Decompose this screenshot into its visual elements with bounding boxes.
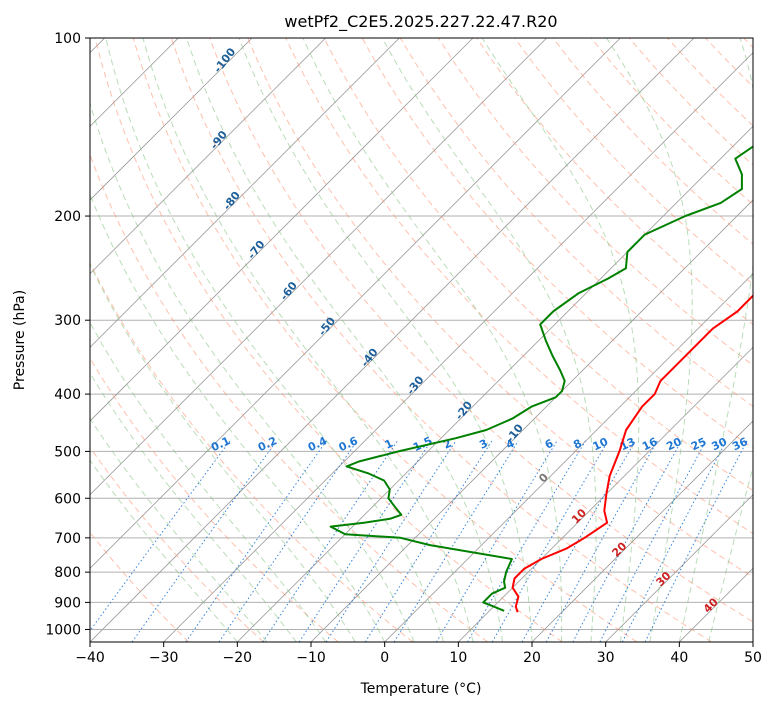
mixing-ratio-label-13: 16 [640,435,660,453]
y-tick-label-9: 1000 [45,622,81,638]
mixing-ratio-line-3 [218,440,358,642]
y-tick-label-5: 600 [54,491,81,507]
moist-adiabat-line-4 [90,263,356,642]
y-tick-label-0: 100 [54,31,81,47]
dry-adiabat-line-10 [285,38,753,535]
x-tick-label-0: −40 [75,650,105,666]
y-tick-label-8: 900 [54,595,81,611]
mixing-ratio-label-15: 25 [689,435,708,453]
moist-adiabat-line-8 [142,38,474,642]
x-axis-label: Temperature (°C) [360,681,482,697]
moist-adiabat-line-14 [606,38,693,642]
isotherm-line-3 [90,38,253,201]
moist-adiabat-line-10 [238,38,533,642]
x-tick-label-4: 0 [380,650,389,666]
dry-adiabat-line-2 [90,357,339,642]
isotherm-line-15 [531,420,753,642]
y-tick-label-4: 500 [54,444,81,460]
series-line-0 [511,294,753,613]
y-tick-label-6: 700 [54,531,81,547]
series-line-1 [329,145,753,612]
moist-adiabat-line-1 [90,417,268,642]
isotherm-line-6 [90,38,474,422]
moist-adiabat-line-6 [90,101,415,642]
moist-adiabat-line-9 [186,38,503,642]
moist-adiabat-line-16 [708,465,753,642]
pressure-grid [90,38,753,630]
moist-adiabat-line-0 [90,459,238,642]
moist-adiabat-line-12 [381,38,597,642]
x-tick-label-3: −10 [296,650,326,666]
dry-adiabat-line-15 [476,38,753,326]
dry-adiabat-line-9 [247,38,753,578]
mixing-ratio-label-14: 20 [664,435,684,453]
dry-adiabats [90,38,753,642]
moist-adiabat-line-7 [105,38,445,642]
mixing-ratio-line-5 [298,440,432,642]
x-tick-label-5: 10 [449,650,467,666]
x-tick-label-8: 40 [670,650,688,666]
mixing-ratio-line-6 [325,440,457,642]
dry-adiabat-line-3 [90,261,414,642]
moist-adiabat-line-13 [481,38,640,642]
isotherm-line-10 [163,52,753,642]
moist-adiabat-line-5 [90,193,386,642]
mixing-ratio-line-4 [262,440,399,642]
isotherm-line-14 [458,346,753,642]
isotherm-line-9 [90,38,695,642]
mixing-ratio-line-17 [644,440,748,642]
dry-adiabat-line-8 [209,38,753,623]
mixing-ratio-line-8 [393,440,519,642]
mixing-ratio-line-13 [545,440,658,642]
x-axis-ticks: −40 −30 −20 −10 0 10 20 30 40 50 [75,642,762,666]
mixing-ratio-line-2 [185,440,327,642]
x-tick-label-9: 50 [744,650,762,666]
isotherm-line-7 [90,38,547,496]
dry-adiabat-line-5 [94,38,563,642]
mixing-ratio-label-17: 36 [730,435,750,453]
moist-adiabat-line-11 [302,38,563,642]
skewed-isotherms [90,38,753,642]
plot-frame [89,37,754,643]
y-axis-ticks: 100 200 300 400 500 600 700 800 900 1000 [45,31,90,638]
y-tick-label-2: 300 [54,313,81,329]
plot-area: 0.1 0.2 0.4 0.6 1 1.5 2 3 4 6 8 10 13 16 20 25 30 36-100-… [90,38,753,642]
isotherm-line-18 [752,641,753,642]
mixing-ratio-label-16: 30 [710,435,730,453]
mixing-ratio-label-11: 10 [591,435,611,453]
dry-adiabat-line-6 [132,38,638,642]
x-tick-label-7: 30 [597,650,615,666]
mixing-ratio-line-7 [364,440,493,642]
y-tick-label-7: 800 [54,565,81,581]
plot-background [90,38,753,642]
mixing-ratio-line-9 [435,440,558,642]
x-tick-label-1: −30 [149,650,179,666]
dry-adiabat-line-7 [170,38,712,642]
dry-adiabat-line-16 [514,38,753,285]
moist-adiabat-line-15 [678,38,753,642]
y-axis-label: Pressure (hPa) [12,290,28,390]
isotherm-line-13 [384,273,753,642]
profile-series [329,145,753,613]
isotherm-line-16 [605,494,753,642]
dry-adiabat-line-11 [323,38,753,492]
y-tick-label-1: 200 [54,209,81,225]
mixing-ratio-line-10 [467,440,586,642]
x-tick-label-2: −20 [223,650,253,666]
moist-adiabat-line-3 [90,321,327,642]
isotherm-line-4 [90,38,326,275]
x-tick-label-6: 20 [523,650,541,666]
moist-adiabats [90,38,753,642]
mixing-ratio-line-0 [90,440,231,632]
isotherm-line-5 [90,38,400,348]
isotherm-line-8 [90,38,621,569]
y-tick-label-3: 400 [54,387,81,403]
isotherm-line-11 [237,125,753,642]
chart-title: wetPf2_C2E5.2025.227.22.47.R20 [284,12,557,32]
moist-adiabat-line-2 [90,372,297,642]
dry-adiabat-line-1 [90,446,264,642]
